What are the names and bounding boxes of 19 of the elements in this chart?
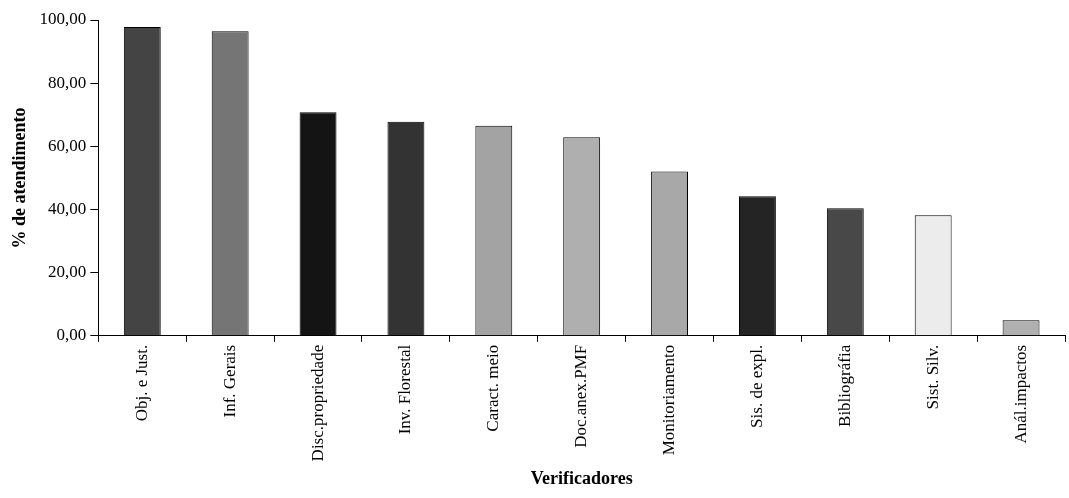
x-tick-label: Sis. de expl. — [746, 344, 766, 428]
x-tick-label: Inv. Florestal — [395, 344, 415, 435]
y-tick-label: 60,00 — [48, 135, 87, 155]
x-tick-label: Doc.anex.PMF — [571, 344, 591, 448]
x-tick-label: Bibliográfia — [834, 344, 854, 427]
x-tick-label: Obj. e Just. — [131, 344, 151, 422]
x-tick-label: Caract. meio — [483, 344, 503, 432]
y-tick-label: 20,00 — [48, 262, 87, 282]
y-tick-label: 40,00 — [48, 198, 87, 218]
x-tick-label: Anál.impactos — [1010, 344, 1030, 444]
x-tick-label: Inf. Gerais — [219, 344, 239, 418]
y-tick-label: 100,00 — [39, 9, 87, 29]
y-tick-label: 80,00 — [48, 72, 87, 92]
y-axis-title: % de atendimento — [9, 107, 30, 249]
y-tick-label: 0,00 — [56, 325, 87, 345]
x-tick-label: Monitoriamento — [659, 344, 679, 456]
x-tick-label: Sist. Silv. — [922, 344, 942, 410]
x-tick-label: Disc.propriedade — [307, 344, 327, 462]
x-axis-title: Verificadores — [530, 467, 633, 488]
